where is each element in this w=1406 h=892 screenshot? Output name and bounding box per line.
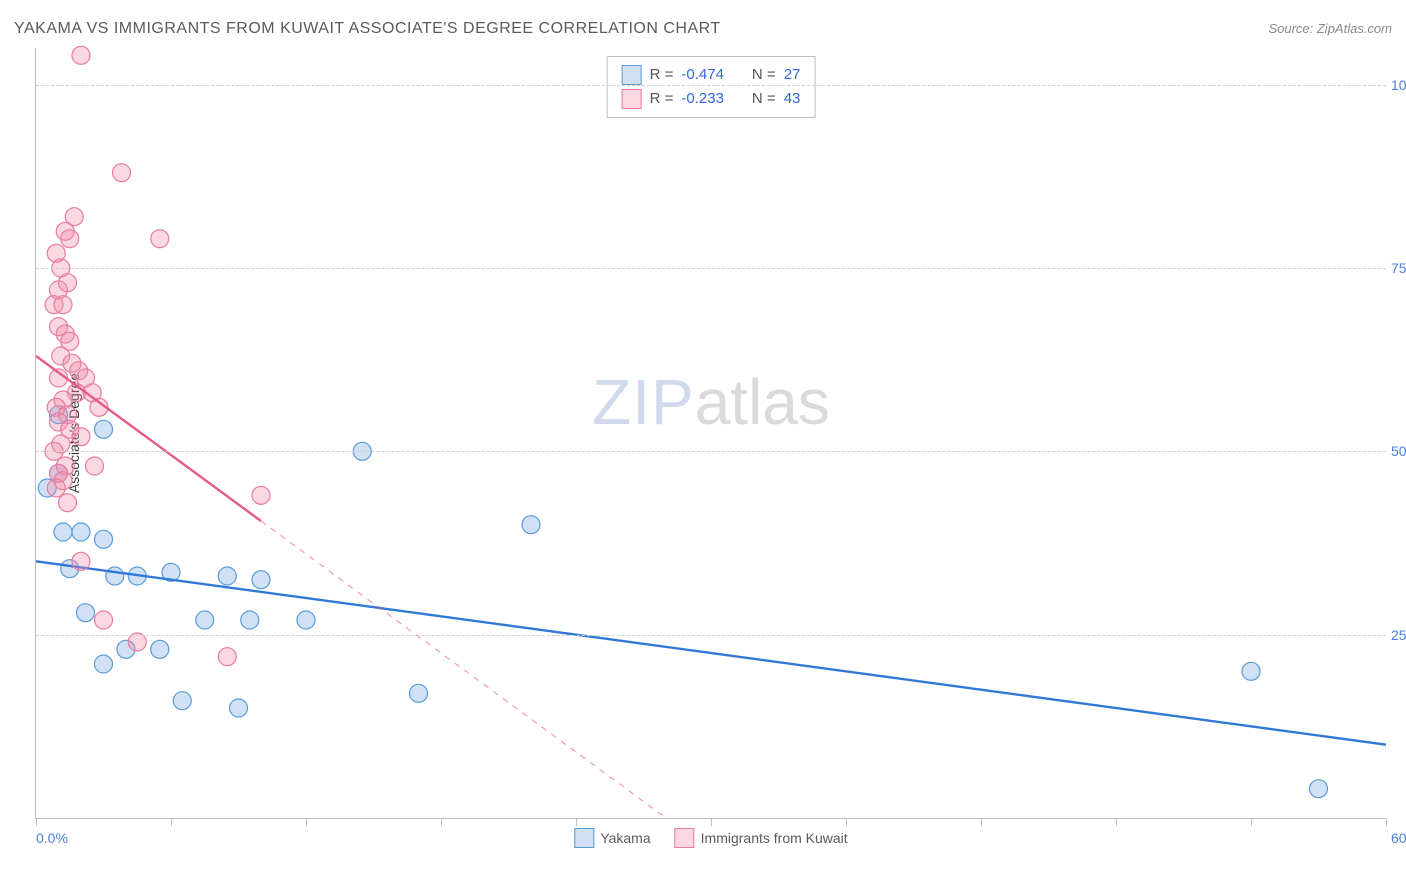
data-point [196, 611, 214, 629]
x-tick [306, 818, 307, 826]
data-point [54, 296, 72, 314]
data-point [61, 230, 79, 248]
data-point [151, 640, 169, 658]
legend-swatch [574, 828, 594, 848]
data-point [106, 567, 124, 585]
x-tick [981, 818, 982, 826]
legend-n-label: N = [752, 87, 776, 111]
x-tick [1386, 818, 1387, 826]
x-tick [576, 818, 577, 826]
data-point [59, 494, 77, 512]
data-point [86, 457, 104, 475]
legend-r-label: R = [650, 63, 674, 87]
data-point [218, 567, 236, 585]
trend-line-dashed [261, 521, 666, 818]
header: YAKAMA VS IMMIGRANTS FROM KUWAIT ASSOCIA… [14, 20, 1392, 38]
data-point [65, 208, 83, 226]
data-point [59, 274, 77, 292]
y-tick-label: 25.0% [1391, 627, 1406, 643]
data-point [1310, 780, 1328, 798]
legend-n-value: 27 [784, 63, 801, 87]
data-point [47, 479, 65, 497]
y-tick-label: 50.0% [1391, 443, 1406, 459]
data-point [95, 530, 113, 548]
data-point [410, 684, 428, 702]
data-point [297, 611, 315, 629]
legend-n-label: N = [752, 63, 776, 87]
data-point [77, 604, 95, 622]
source-credit: Source: ZipAtlas.com [1268, 21, 1392, 36]
gridline [36, 85, 1386, 86]
data-point [252, 486, 270, 504]
chart-plot-area: Associate's Degree ZIPatlas R =-0.474N =… [35, 48, 1386, 819]
legend-item: Yakama [574, 828, 650, 848]
legend-swatch [622, 89, 642, 109]
legend-series-name: Immigrants from Kuwait [701, 830, 848, 846]
data-point [72, 523, 90, 541]
x-tick [711, 818, 712, 826]
series-legend: Yakama Immigrants from Kuwait [574, 828, 847, 848]
legend-series-name: Yakama [600, 830, 650, 846]
gridline [36, 268, 1386, 269]
x-tick [441, 818, 442, 826]
data-point [128, 633, 146, 651]
x-tick [1251, 818, 1252, 826]
x-tick [171, 818, 172, 826]
legend-swatch [675, 828, 695, 848]
data-point [522, 516, 540, 534]
x-tick [846, 818, 847, 826]
data-point [95, 420, 113, 438]
x-tick [1116, 818, 1117, 826]
legend-swatch [622, 65, 642, 85]
data-point [95, 611, 113, 629]
x-axis-max-label: 60.0% [1391, 830, 1406, 846]
data-point [1242, 662, 1260, 680]
gridline [36, 451, 1386, 452]
data-point [72, 46, 90, 64]
data-point [173, 692, 191, 710]
data-point [113, 164, 131, 182]
data-point [95, 655, 113, 673]
legend-r-value: -0.233 [681, 87, 724, 111]
x-tick [36, 818, 37, 826]
chart-title: YAKAMA VS IMMIGRANTS FROM KUWAIT ASSOCIA… [14, 20, 721, 38]
legend-r-label: R = [650, 87, 674, 111]
y-tick-label: 75.0% [1391, 260, 1406, 276]
legend-row: R = -0.233 N = 43 [622, 87, 801, 111]
scatter-plot [36, 48, 1386, 818]
data-point [151, 230, 169, 248]
x-axis-min-label: 0.0% [36, 830, 68, 846]
legend-row: R = -0.474 N = 27 [622, 63, 801, 87]
data-point [230, 699, 248, 717]
data-point [218, 648, 236, 666]
data-point [252, 571, 270, 589]
data-point [54, 523, 72, 541]
legend-item: Immigrants from Kuwait [675, 828, 848, 848]
legend-n-value: 43 [784, 87, 801, 111]
data-point [241, 611, 259, 629]
y-tick-label: 100.0% [1391, 77, 1406, 93]
data-point [72, 552, 90, 570]
legend-r-value: -0.474 [681, 63, 724, 87]
data-point [72, 428, 90, 446]
gridline [36, 635, 1386, 636]
correlation-legend: R = -0.474 N = 27 R = -0.233 N = 43 [607, 56, 816, 118]
